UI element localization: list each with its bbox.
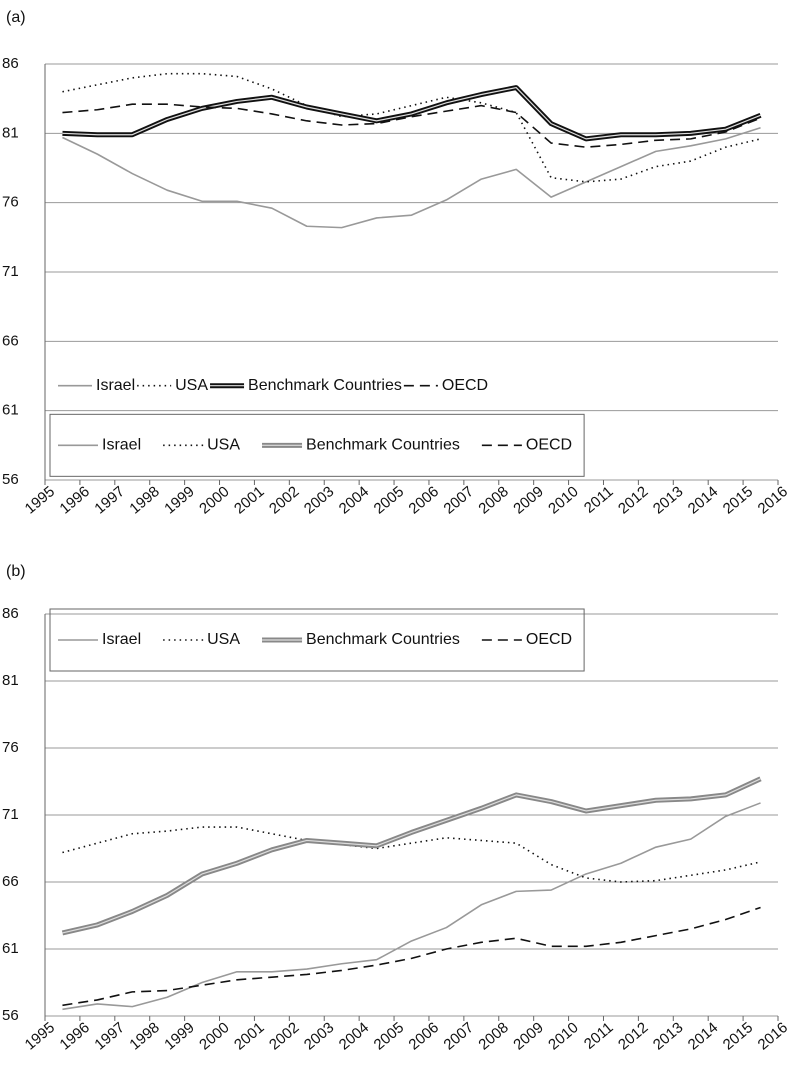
x-tick-label: 2009: [510, 483, 546, 517]
x-tick-label: 2014: [685, 1019, 721, 1053]
x-tick-label: 1995: [22, 483, 58, 517]
y-tick-label: 76: [2, 194, 19, 211]
legend-label: USA: [207, 631, 240, 648]
legend-label: Benchmark Countries: [306, 631, 460, 648]
x-tick-label: 2010: [545, 1019, 581, 1053]
x-tick-label: 1998: [126, 483, 162, 517]
y-tick-label: 61: [2, 402, 19, 419]
x-tick-label: 1997: [91, 1019, 127, 1053]
legend-label: USA: [207, 437, 240, 454]
x-tick-label: 1996: [57, 1019, 93, 1053]
x-tick-label: 1998: [126, 1019, 162, 1053]
panel-label: (b): [6, 563, 26, 580]
panel-label: (a): [6, 9, 26, 26]
legend-label: OECD: [442, 377, 488, 394]
legend-label: Benchmark Countries: [248, 377, 402, 394]
series-line: [62, 826, 761, 883]
x-tick-label: 2003: [301, 483, 337, 517]
x-tick-label: 1999: [161, 483, 197, 517]
y-tick-label: 66: [2, 332, 19, 349]
legend-label: Israel: [102, 437, 141, 454]
x-tick-label: 2015: [720, 1019, 756, 1053]
x-tick-label: 2012: [615, 1019, 651, 1053]
legend: Israel USA Benchmark Countries OECD: [49, 413, 585, 477]
y-tick-label: 66: [2, 873, 19, 890]
y-tick-label: 76: [2, 739, 19, 756]
x-tick-label: 2010: [545, 483, 581, 517]
x-tick-label: 2004: [336, 483, 372, 517]
legend-label: USA: [175, 377, 208, 394]
x-tick-label: 2015: [720, 483, 756, 517]
series-line: [62, 127, 761, 229]
legend: Israel USA Benchmark Countries OECD: [58, 377, 488, 394]
x-tick-label: 2001: [231, 483, 267, 517]
x-tick-label: 2016: [755, 1019, 788, 1053]
x-tick-label: 2011: [581, 483, 617, 517]
legend-box: [49, 413, 585, 477]
x-tick-label: 1995: [22, 1019, 58, 1053]
x-tick-label: 2000: [196, 1019, 232, 1053]
y-tick-label: 81: [2, 672, 19, 689]
y-tick-label: 56: [2, 1007, 19, 1024]
x-tick-label: 2006: [406, 1019, 442, 1053]
x-tick-label: 2007: [440, 1019, 476, 1053]
series-line: [62, 802, 761, 1011]
series-line: [62, 85, 762, 142]
x-tick-label: 2005: [371, 1019, 407, 1053]
x-tick-label: 2008: [475, 1019, 511, 1053]
series-line: [61, 776, 762, 936]
legend-label: OECD: [526, 631, 572, 648]
y-tick-label: 61: [2, 940, 19, 957]
x-tick-label: 2016: [755, 483, 788, 517]
x-tick-label: 2000: [196, 483, 232, 517]
series-line-inner: [62, 778, 761, 934]
x-tick-label: 2002: [266, 1019, 302, 1053]
x-tick-label: 2011: [581, 1019, 617, 1053]
y-tick-label: 81: [2, 124, 19, 141]
series-line: [62, 72, 761, 183]
legend-box: [49, 608, 585, 672]
x-tick-label: 2013: [650, 483, 686, 517]
x-tick-label: 2005: [371, 483, 407, 517]
y-tick-label: 71: [2, 806, 19, 823]
x-tick-label: 2001: [231, 1019, 267, 1053]
series-line-inner: [62, 86, 761, 140]
x-tick-label: 1997: [91, 483, 127, 517]
series-line: [62, 103, 761, 148]
x-tick-label: 2002: [266, 483, 302, 517]
legend-label: Israel: [102, 631, 141, 648]
x-tick-label: 2007: [440, 483, 476, 517]
x-tick-label: 1996: [57, 483, 93, 517]
legend-label: Benchmark Countries: [306, 437, 460, 454]
legend-label: OECD: [526, 437, 572, 454]
x-tick-label: 2009: [510, 1019, 546, 1053]
legend-label: Israel: [96, 377, 135, 394]
series-line: [62, 906, 761, 1007]
x-tick-label: 2004: [336, 1019, 372, 1053]
x-tick-label: 2014: [685, 483, 721, 517]
x-tick-label: 2006: [406, 483, 442, 517]
y-tick-label: 86: [2, 605, 19, 622]
y-tick-label: 86: [2, 55, 19, 72]
x-tick-label: 2003: [301, 1019, 337, 1053]
x-tick-label: 2012: [615, 483, 651, 517]
x-tick-label: 1999: [161, 1019, 197, 1053]
x-tick-label: 2008: [475, 483, 511, 517]
x-tick-label: 2013: [650, 1019, 686, 1053]
legend: Israel USA Benchmark Countries OECD: [49, 608, 585, 672]
y-tick-label: 56: [2, 471, 19, 488]
y-tick-label: 71: [2, 263, 19, 280]
